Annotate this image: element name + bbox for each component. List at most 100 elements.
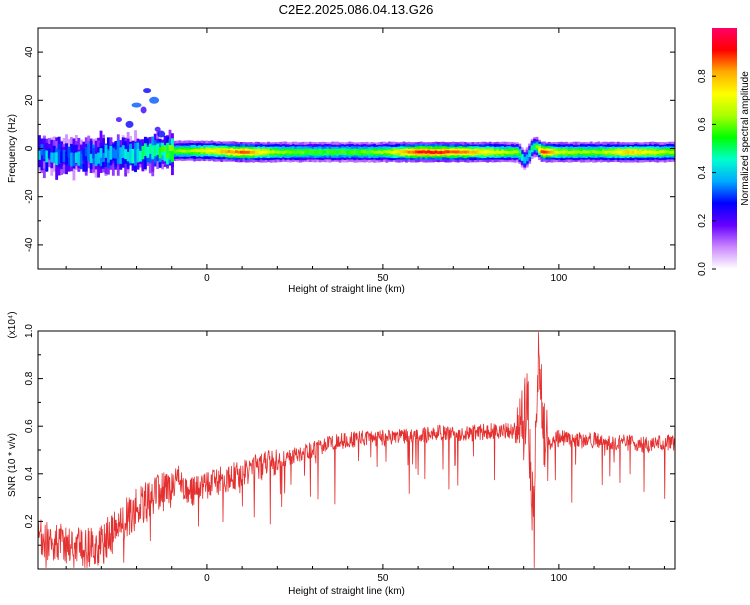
heatmap-cell (294, 150, 298, 154)
heatmap-cell (555, 150, 559, 154)
heatmap-cell (631, 150, 635, 154)
heatmap-cell (205, 149, 209, 153)
heatmap-cell (171, 145, 174, 152)
heatmap-cell (533, 145, 537, 148)
heatmap-cell (163, 146, 167, 152)
heatmap-cell (572, 150, 576, 154)
heatmap-cell (405, 150, 408, 154)
colorbar-gradient (712, 28, 737, 269)
snr-panel: 0 50 100 0.2 0.4 0.6 0.8 1.0 Height of straigh… (7, 311, 676, 597)
snr-x-tick-label: 100 (551, 573, 568, 584)
heatmap-cell (375, 150, 379, 154)
heatmap-cell (99, 148, 103, 158)
heatmap-cell (45, 150, 49, 163)
heatmap-cell (474, 150, 477, 154)
colorbar-tick-label: 0.4 (697, 165, 708, 179)
heatmap-cell (565, 150, 569, 154)
heatmap-cell (377, 150, 381, 154)
heatmap-cell (545, 150, 549, 154)
heatmap-blob (149, 96, 160, 104)
heatmap-cell (592, 150, 596, 154)
heatmap-cell (353, 150, 357, 154)
heatmap-cell (365, 151, 369, 154)
heatmap-cell (291, 150, 295, 154)
snr-x-axis-label: Height of straight line (km) (288, 586, 405, 597)
spectrogram-panel: 0 50 100 -40 -20 0 20 40 Height of straight li… (7, 27, 676, 295)
heatmap-cell (67, 146, 71, 158)
heatmap-cell (464, 150, 468, 154)
heatmap-cell (106, 150, 110, 163)
heatmap-cell (345, 150, 349, 154)
heatmap-cell (281, 151, 285, 154)
heatmap-cell (178, 149, 182, 153)
heatmap-cell (663, 150, 667, 154)
heatmap-cell (646, 150, 650, 154)
heatmap-cell (220, 150, 224, 154)
heatmap-cell (92, 147, 96, 159)
heatmap-cell (653, 151, 657, 155)
heatmap-cell (582, 150, 586, 154)
heatmap-cell (446, 150, 450, 154)
heatmap-cell (52, 152, 56, 163)
heatmap-cell (483, 150, 487, 154)
heatmap-cell (301, 151, 305, 154)
snr-x-tick-label: 0 (204, 573, 210, 584)
heatmap-cell (609, 150, 613, 154)
heatmap-cell (614, 150, 618, 154)
heatmap-cell (84, 147, 88, 172)
spectrogram-y-tick-label: 20 (24, 94, 35, 106)
heatmap-cell (286, 150, 290, 154)
heatmap-cell (488, 150, 492, 154)
heatmap-cell (227, 149, 231, 153)
heatmap-cell (673, 151, 675, 154)
spectrogram-x-tick-label: 50 (377, 273, 389, 284)
heatmap-cell (102, 152, 105, 163)
heatmap-cell (42, 149, 46, 159)
heatmap-cell (38, 142, 41, 159)
heatmap-cell (136, 149, 140, 163)
heatmap-cell (62, 149, 66, 162)
heatmap-cell (259, 150, 263, 154)
heatmap-cell (274, 150, 278, 154)
heatmap-cell (156, 143, 160, 155)
heatmap-cell (459, 150, 463, 154)
heatmap-cell (604, 151, 608, 154)
heatmap-cell (412, 150, 416, 154)
heatmap-cell (333, 150, 337, 154)
heatmap-cell (50, 152, 54, 163)
heatmap-cell (451, 150, 455, 154)
heatmap-cell (518, 153, 522, 157)
heatmap-cell (316, 150, 320, 154)
heatmap-cell (661, 150, 665, 154)
heatmap-cell (257, 150, 261, 154)
heatmap-cell (134, 147, 137, 162)
heatmap-cell (478, 150, 482, 154)
heatmap-cell (552, 150, 556, 154)
heatmap-cell (190, 149, 194, 153)
heatmap-cell (636, 151, 640, 154)
heatmap-cell (131, 148, 135, 164)
snr-x-tick-label: 50 (377, 573, 389, 584)
heatmap-cell (427, 150, 431, 154)
heatmap-cell (511, 150, 514, 154)
heatmap-cell (668, 150, 672, 154)
heatmap-cell (432, 151, 436, 154)
heatmap-cell (116, 146, 120, 159)
heatmap-cell (308, 150, 312, 154)
heatmap-cell (328, 150, 332, 154)
heatmap-cell (644, 150, 647, 154)
colorbar-label: Normalized spectral amplitude (740, 71, 750, 206)
heatmap-cell (139, 150, 142, 162)
heatmap-cell (648, 150, 652, 154)
heatmap-cell (666, 150, 670, 154)
colorbar-tick-label: 0.6 (697, 117, 708, 131)
heatmap-cell (429, 150, 433, 154)
heatmap-cell (193, 148, 197, 152)
heatmap-cell (387, 150, 391, 154)
heatmap-cell (338, 150, 342, 154)
colorbar-tick-label: 0.2 (697, 213, 708, 227)
heatmap-cell (210, 149, 214, 153)
heatmap-cell (639, 151, 642, 154)
heatmap-cell (540, 150, 544, 154)
